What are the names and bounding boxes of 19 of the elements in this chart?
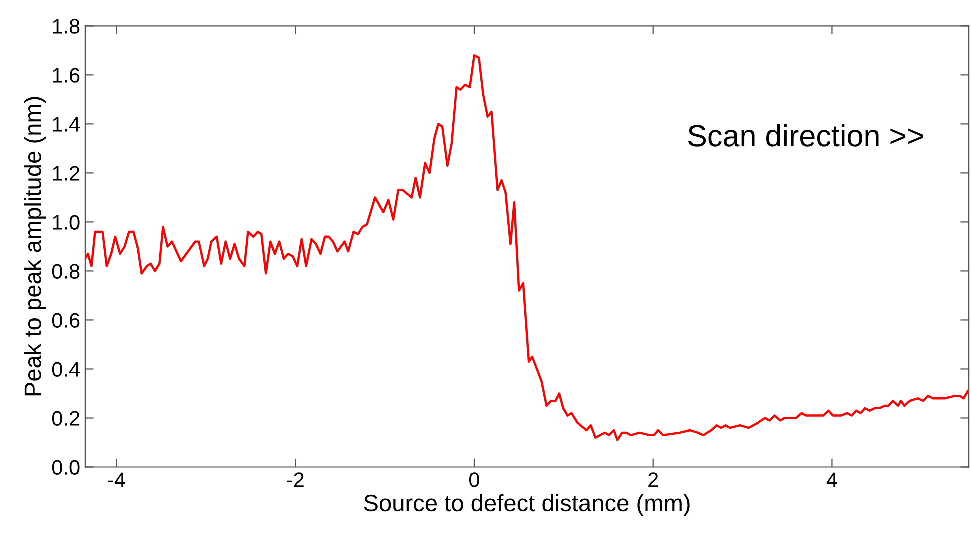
- y-axis-title: Peak to peak amplitude (nm): [24, 97, 46, 396]
- line-series: [85, 54, 970, 442]
- y-tick-label: 0.6: [52, 313, 80, 328]
- y-tick-label: 1.4: [53, 117, 80, 132]
- y-tick-label: 0.2: [52, 411, 80, 426]
- x-tick-label: 2: [648, 472, 658, 488]
- x-tick-label: -4: [108, 472, 126, 488]
- x-tick-label: -2: [287, 472, 304, 488]
- y-tick-label: 1.2: [53, 166, 80, 181]
- x-tick-label: 0: [470, 472, 480, 488]
- x-axis-title: Source to defect distance (mm): [364, 494, 690, 516]
- y-tick-label: 0.4: [52, 362, 80, 377]
- x-tick-label: 4: [826, 472, 838, 488]
- y-tick-label: 0.0: [52, 460, 80, 476]
- annotation: Scan direction >>: [688, 124, 924, 147]
- y-tick-label: 0.8: [52, 264, 80, 279]
- y-tick-label: 1.8: [53, 19, 80, 34]
- y-tick-label: 1.6: [53, 68, 80, 83]
- y-tick-label: 1.0: [53, 215, 80, 230]
